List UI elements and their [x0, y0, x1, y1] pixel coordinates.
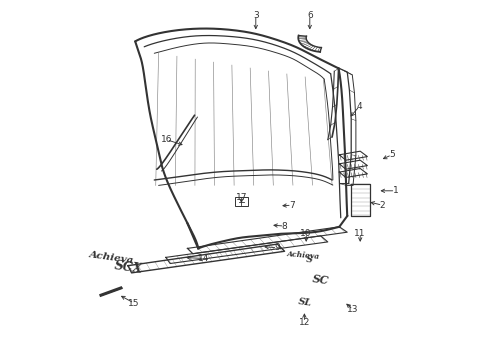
Text: S: S [306, 255, 314, 265]
Text: SCX: SCX [114, 259, 144, 276]
Text: 4: 4 [357, 102, 362, 111]
Text: Achieva: Achieva [286, 249, 320, 261]
Text: SC: SC [312, 273, 330, 287]
Text: 14: 14 [198, 254, 209, 263]
Text: 3: 3 [253, 10, 259, 19]
Bar [235, 197, 248, 206]
Text: 16: 16 [161, 135, 172, 144]
Text: 12: 12 [299, 318, 310, 327]
Text: 5: 5 [389, 150, 395, 159]
Text: Achieva: Achieva [88, 249, 134, 265]
Text: SL: SL [297, 297, 312, 308]
Text: 11: 11 [354, 229, 366, 238]
Text: 17: 17 [236, 193, 247, 202]
Text: 1: 1 [392, 186, 398, 195]
Text: 13: 13 [347, 305, 359, 314]
Text: 6: 6 [307, 10, 313, 19]
Text: 7: 7 [289, 201, 294, 210]
Text: 2: 2 [380, 201, 385, 210]
Text: 9: 9 [274, 243, 280, 252]
Text: 10: 10 [300, 229, 312, 238]
Text: 8: 8 [282, 222, 288, 231]
Text: 15: 15 [128, 299, 140, 307]
